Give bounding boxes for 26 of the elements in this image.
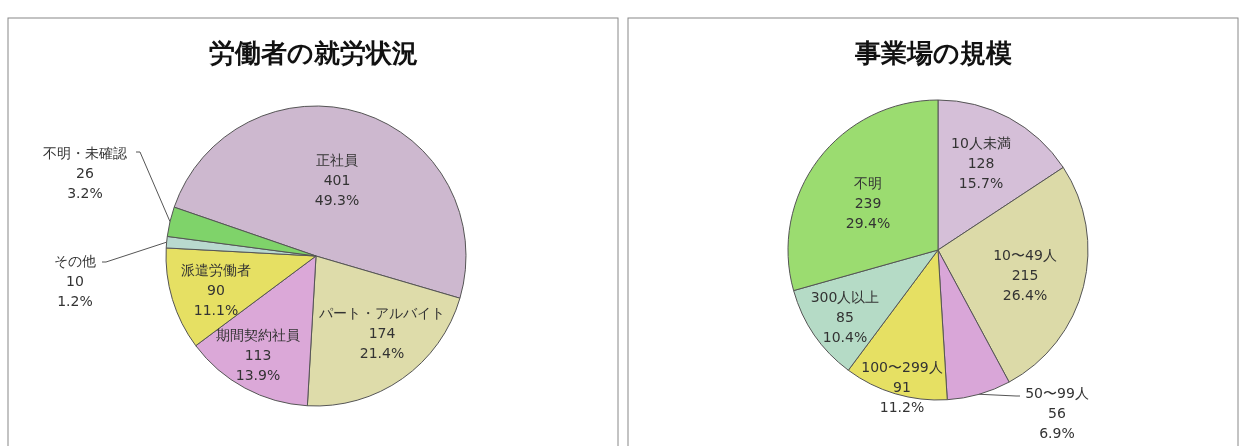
data-label: 91 11.2%: [879, 379, 925, 415]
data-label: 56 6.9%: [1039, 405, 1075, 441]
data-label: 239 29.4%: [845, 195, 891, 231]
data-label: 401 49.3%: [314, 172, 360, 208]
slice-label: 50〜99人: [1025, 385, 1089, 401]
slice-label: 期間契約社員: [216, 327, 300, 343]
slice-label: 不明: [854, 175, 882, 191]
data-label: 85 10.4%: [822, 309, 868, 345]
slice-label: パート・アルバイト: [318, 305, 445, 321]
data-label: 113 13.9%: [235, 347, 281, 383]
data-label: 10 1.2%: [57, 273, 93, 309]
chart-title: 事業場の規模: [853, 38, 1012, 68]
slice-label: 300人以上: [810, 289, 880, 305]
data-label: 215 26.4%: [1002, 267, 1048, 303]
chart-title: 労働者の就労状況: [208, 38, 418, 68]
slice-label: 正社員: [316, 152, 358, 168]
data-label: 26 3.2%: [67, 165, 103, 201]
data-label: 174 21.4%: [359, 325, 405, 361]
slice-label: 10人未満: [951, 135, 1011, 151]
slice-label: その他: [54, 253, 96, 269]
data-label: 128 15.7%: [958, 155, 1004, 191]
slice-label: 不明・未確認: [43, 145, 127, 161]
data-label: 90 11.1%: [193, 282, 239, 318]
slice-label: 10〜49人: [993, 247, 1057, 263]
slice-label: 100〜299人: [861, 359, 943, 375]
slice-label: 派遣労働者: [181, 262, 251, 278]
